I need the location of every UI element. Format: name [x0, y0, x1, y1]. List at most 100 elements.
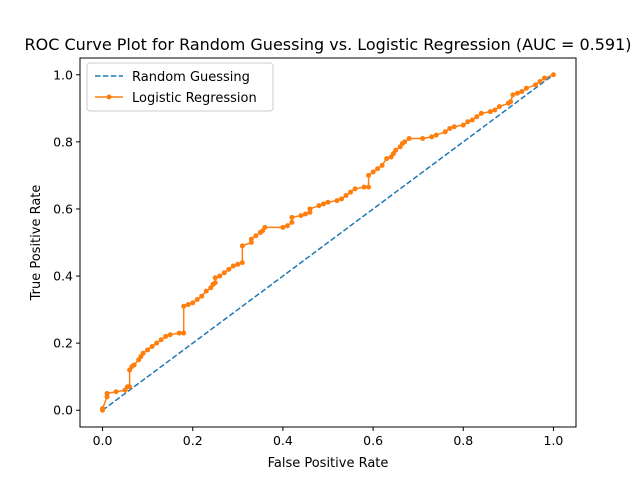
data-point-logistic-regression [239, 260, 245, 266]
data-point-logistic-regression [145, 347, 151, 353]
legend-label-logistic-regression: Logistic Regression [132, 91, 257, 106]
y-tick-label: 1.0 [53, 67, 73, 82]
data-point-logistic-regression [194, 297, 200, 303]
data-point-logistic-regression [217, 273, 223, 279]
data-point-logistic-regression [447, 125, 453, 131]
data-point-logistic-regression [429, 134, 435, 140]
data-point-logistic-regression [460, 122, 466, 128]
data-point-logistic-regression [284, 223, 290, 229]
data-point-logistic-regression [361, 184, 367, 190]
y-axis-ticks: 0.0 0.2 0.4 0.6 0.8 1.0 [53, 67, 80, 418]
data-point-logistic-regression [433, 132, 439, 138]
data-point-logistic-regression [402, 139, 408, 145]
x-axis-label: False Positive Rate [268, 456, 389, 471]
data-point-logistic-regression [519, 89, 525, 95]
data-point-logistic-regression [203, 288, 209, 294]
data-point-logistic-regression [406, 136, 412, 142]
data-point-logistic-regression [514, 90, 520, 96]
data-point-logistic-regression [420, 136, 426, 142]
data-point-logistic-regression [541, 75, 547, 81]
data-point-logistic-regression [262, 224, 268, 230]
y-tick-label: 0.6 [53, 201, 73, 216]
data-point-logistic-regression [154, 340, 160, 346]
data-point-logistic-regression [298, 213, 304, 219]
data-point-logistic-regression [212, 275, 218, 281]
x-tick-label: 1.0 [544, 433, 564, 448]
x-tick-label: 0.8 [453, 433, 473, 448]
data-point-logistic-regression [199, 293, 205, 299]
data-point-logistic-regression [320, 201, 326, 207]
data-point-logistic-regression [100, 406, 106, 412]
data-point-logistic-regression [550, 72, 556, 78]
data-point-logistic-regression [221, 270, 227, 276]
data-point-logistic-regression [190, 300, 196, 306]
data-point-logistic-regression [248, 236, 254, 242]
data-point-logistic-regression [465, 119, 471, 125]
data-point-logistic-regression [127, 384, 133, 390]
data-point-logistic-regression [280, 224, 286, 230]
data-point-logistic-regression [163, 333, 169, 339]
data-point-logistic-regression [492, 107, 498, 113]
data-point-logistic-regression [289, 214, 295, 220]
legend-marker-logistic-regression [106, 94, 112, 100]
data-point-logistic-regression [181, 330, 187, 336]
data-point-logistic-regression [149, 343, 155, 349]
x-tick-label: 0.0 [93, 433, 113, 448]
legend: Random Guessing Logistic Regression [86, 62, 274, 112]
data-point-logistic-regression [451, 124, 457, 130]
data-point-logistic-regression [239, 243, 245, 249]
data-point-logistic-regression [469, 117, 475, 123]
data-point-logistic-regression [537, 78, 543, 84]
plot-area [79, 57, 577, 428]
data-point-logistic-regression [302, 211, 308, 217]
data-point-logistic-regression [167, 332, 173, 338]
x-tick-label: 0.6 [363, 433, 383, 448]
data-point-logistic-regression [140, 350, 146, 356]
data-point-logistic-regression [510, 92, 516, 98]
data-point-logistic-regression [230, 263, 236, 269]
x-axis-ticks: 0.0 0.2 0.4 0.6 0.8 1.0 [93, 427, 564, 448]
data-point-logistic-regression [325, 199, 331, 205]
data-point-logistic-regression [212, 280, 218, 286]
data-point-logistic-regression [532, 82, 538, 88]
chart-title: ROC Curve Plot for Random Guessing vs. L… [24, 35, 631, 54]
y-tick-label: 0.8 [53, 134, 73, 149]
data-point-logistic-regression [352, 186, 358, 192]
data-point-logistic-regression [334, 198, 340, 204]
data-point-logistic-regression [339, 196, 345, 202]
data-point-logistic-regression [113, 389, 119, 395]
data-point-logistic-regression [343, 193, 349, 199]
data-point-logistic-regression [523, 85, 529, 91]
series-layer [100, 72, 556, 413]
y-tick-label: 0.0 [53, 403, 73, 418]
data-point-logistic-regression [316, 203, 322, 209]
data-point-logistic-regression [370, 169, 376, 175]
series-line-random-guessing [102, 74, 554, 411]
data-point-logistic-regression [289, 219, 295, 225]
y-tick-label: 0.2 [53, 336, 73, 351]
data-point-logistic-regression [442, 129, 448, 135]
y-tick-label: 0.4 [53, 269, 73, 284]
data-point-logistic-regression [487, 109, 493, 115]
data-point-logistic-regression [496, 104, 502, 110]
data-point-logistic-regression [348, 189, 354, 195]
x-tick-label: 0.4 [273, 433, 293, 448]
x-tick-label: 0.2 [183, 433, 203, 448]
data-point-logistic-regression [366, 184, 372, 190]
data-point-logistic-regression [508, 99, 514, 105]
data-point-logistic-regression [235, 261, 241, 267]
data-point-logistic-regression [181, 303, 187, 309]
y-axis-label: True Positive Rate [29, 185, 44, 302]
data-point-logistic-regression [478, 110, 484, 116]
data-point-logistic-regression [379, 162, 385, 168]
data-point-logistic-regression [307, 206, 313, 212]
data-point-logistic-regression [226, 266, 232, 272]
data-point-logistic-regression [366, 172, 372, 178]
data-point-logistic-regression [474, 114, 480, 120]
legend-label-random-guessing: Random Guessing [132, 70, 250, 85]
data-point-logistic-regression [375, 166, 381, 172]
data-point-logistic-regression [158, 337, 164, 343]
data-point-logistic-regression [393, 147, 399, 153]
data-point-logistic-regression [131, 362, 137, 368]
